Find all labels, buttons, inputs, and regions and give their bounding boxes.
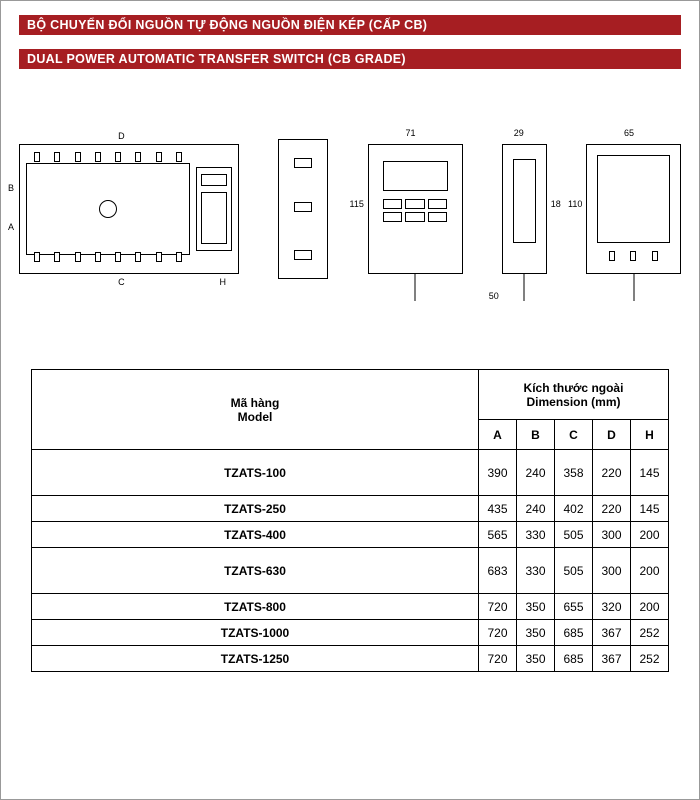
dim-b: B (8, 183, 14, 193)
value-cell: 145 (631, 496, 669, 522)
col-c: C (555, 420, 593, 450)
dim-115: 115 (350, 199, 364, 209)
value-cell: 505 (555, 548, 593, 594)
dim-29: 29 (514, 128, 524, 138)
table-row: TZATS-100390240358220145 (32, 450, 669, 496)
switch-body (26, 163, 190, 255)
dimension-table: Mã hàng Model Kích thước ngoài Dimension… (31, 369, 669, 672)
title-band-en: DUAL POWER AUTOMATIC TRANSFER SWITCH (CB… (19, 49, 681, 69)
value-cell: 320 (593, 594, 631, 620)
cable-icon (633, 273, 634, 301)
dim-110: 110 (568, 199, 582, 209)
value-cell: 240 (517, 496, 555, 522)
dim-18: 18 (551, 199, 561, 209)
table-row: TZATS-1000720350685367252 (32, 620, 669, 646)
col-header-dimension: Kích thước ngoài Dimension (mm) (479, 370, 669, 420)
dim-header-en: Dimension (mm) (479, 395, 668, 409)
dim-65: 65 (624, 128, 634, 138)
value-cell: 220 (593, 450, 631, 496)
title-vi: BỘ CHUYỂN ĐỔI NGUỒN TỰ ĐỘNG NGUỒN ĐIỆN K… (27, 18, 427, 32)
value-cell: 350 (517, 646, 555, 672)
model-cell: TZATS-400 (32, 522, 479, 548)
value-cell: 720 (479, 620, 517, 646)
value-cell: 350 (517, 594, 555, 620)
value-cell: 300 (593, 548, 631, 594)
table-row: TZATS-250435240402220145 (32, 496, 669, 522)
table-row: TZATS-1250720350685367252 (32, 646, 669, 672)
cable-icon (524, 273, 525, 301)
diagram-side-bracket (278, 139, 328, 279)
col-b: B (517, 420, 555, 450)
keypad-icon (383, 199, 448, 222)
value-cell: 252 (631, 646, 669, 672)
title-en: DUAL POWER AUTOMATIC TRANSFER SWITCH (CB… (27, 52, 406, 66)
value-cell: 685 (555, 646, 593, 672)
value-cell: 390 (479, 450, 517, 496)
dim-a: A (8, 222, 14, 232)
dim-h: H (220, 277, 227, 287)
value-cell: 720 (479, 646, 517, 672)
diagram-controller-front (368, 144, 463, 274)
value-cell: 435 (479, 496, 517, 522)
value-cell: 240 (517, 450, 555, 496)
diagram-controller-side: 50 (502, 144, 547, 274)
value-cell: 330 (517, 522, 555, 548)
model-cell: TZATS-100 (32, 450, 479, 496)
model-cell: TZATS-800 (32, 594, 479, 620)
dim-d: D (118, 131, 125, 141)
diagram-front-view: B A C H D (19, 144, 239, 274)
value-cell: 350 (517, 620, 555, 646)
model-cell: TZATS-250 (32, 496, 479, 522)
value-cell: 145 (631, 450, 669, 496)
diagram-controller-back (586, 144, 681, 274)
value-cell: 358 (555, 450, 593, 496)
dim-71: 71 (406, 128, 416, 138)
value-cell: 505 (555, 522, 593, 548)
value-cell: 655 (555, 594, 593, 620)
value-cell: 402 (555, 496, 593, 522)
model-cell: TZATS-630 (32, 548, 479, 594)
dim-50: 50 (489, 291, 499, 301)
value-cell: 565 (479, 522, 517, 548)
cable-icon (415, 273, 416, 301)
control-panel (196, 167, 232, 251)
table-row: TZATS-800720350655320200 (32, 594, 669, 620)
value-cell: 367 (593, 646, 631, 672)
value-cell: 200 (631, 548, 669, 594)
col-a: A (479, 420, 517, 450)
value-cell: 200 (631, 594, 669, 620)
value-cell: 300 (593, 522, 631, 548)
value-cell: 367 (593, 620, 631, 646)
model-header-en: Model (32, 410, 478, 424)
title-band-vi: BỘ CHUYỂN ĐỔI NGUỒN TỰ ĐỘNG NGUỒN ĐIỆN K… (19, 15, 681, 35)
value-cell: 200 (631, 522, 669, 548)
value-cell: 330 (517, 548, 555, 594)
col-d: D (593, 420, 631, 450)
col-header-model: Mã hàng Model (32, 370, 479, 450)
dim-c: C (118, 277, 125, 287)
value-cell: 685 (555, 620, 593, 646)
display-screen-icon (383, 161, 448, 191)
model-cell: TZATS-1250 (32, 646, 479, 672)
table-row: TZATS-630683330505300200 (32, 548, 669, 594)
value-cell: 683 (479, 548, 517, 594)
model-cell: TZATS-1000 (32, 620, 479, 646)
value-cell: 720 (479, 594, 517, 620)
table-row: TZATS-400565330505300200 (32, 522, 669, 548)
col-h: H (631, 420, 669, 450)
value-cell: 252 (631, 620, 669, 646)
technical-diagrams: B A C H D 71 115 (19, 119, 681, 299)
value-cell: 220 (593, 496, 631, 522)
model-header-vi: Mã hàng (32, 396, 478, 410)
dim-header-vi: Kích thước ngoài (479, 381, 668, 395)
rotary-knob-icon (99, 200, 117, 218)
